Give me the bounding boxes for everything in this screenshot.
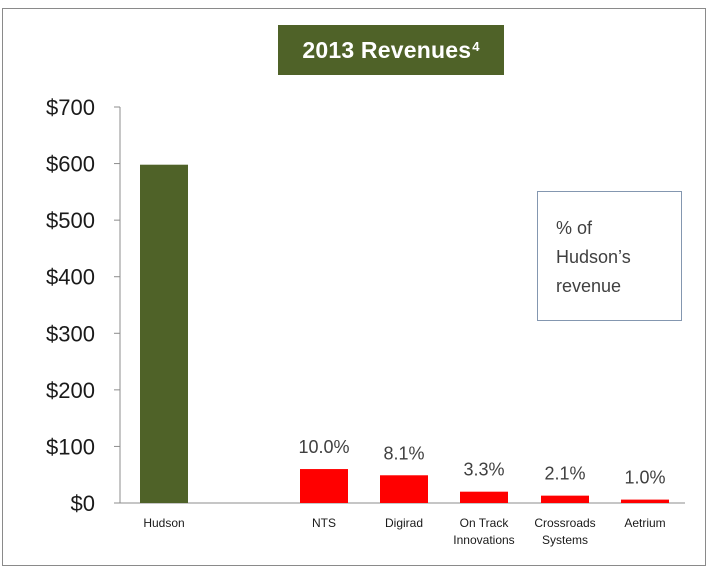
annotation-line-1: % of xyxy=(556,218,593,238)
y-tick-label: $300 xyxy=(46,321,95,346)
bar-on-track-innovations xyxy=(460,491,508,503)
y-tick-label: $200 xyxy=(46,378,95,403)
x-tick-label: Aetrium xyxy=(624,516,665,530)
bar-nts xyxy=(300,469,348,503)
annotation-line-2: Hudson’s xyxy=(556,247,631,267)
y-tick-label: $0 xyxy=(71,491,95,516)
y-tick-label: $700 xyxy=(46,95,95,120)
chart-title-text: 2013 Revenues xyxy=(302,36,472,63)
data-label: 1.0% xyxy=(624,468,665,488)
x-tick-label: On Track xyxy=(460,516,510,530)
annotation-box: % of Hudson’s revenue xyxy=(537,191,682,321)
x-tick-label: Crossroads xyxy=(534,516,595,530)
chart-title-footnote: 4 xyxy=(472,38,480,54)
y-tick-label: $400 xyxy=(46,265,95,290)
y-tick-label: $100 xyxy=(46,434,95,459)
x-tick-label: Digirad xyxy=(385,516,423,530)
annotation-line-3: revenue xyxy=(556,276,622,296)
bar-hudson xyxy=(140,164,188,503)
y-tick-label: $600 xyxy=(46,152,95,177)
chart-title: 2013 Revenues 4 xyxy=(278,25,504,75)
y-tick-label: $500 xyxy=(46,208,95,233)
x-tick-label: NTS xyxy=(312,516,336,530)
data-label: 10.0% xyxy=(298,437,349,457)
bar-crossroads-systems xyxy=(541,495,589,503)
bar-aetrium xyxy=(621,499,669,503)
data-label: 8.1% xyxy=(383,443,424,463)
x-tick-label: Innovations xyxy=(453,533,514,547)
bar-digirad xyxy=(380,475,428,503)
x-tick-label: Hudson xyxy=(143,516,184,530)
data-label: 2.1% xyxy=(544,464,585,484)
x-tick-label: Systems xyxy=(542,533,588,547)
chart-frame xyxy=(2,8,706,566)
data-label: 3.3% xyxy=(463,460,504,480)
